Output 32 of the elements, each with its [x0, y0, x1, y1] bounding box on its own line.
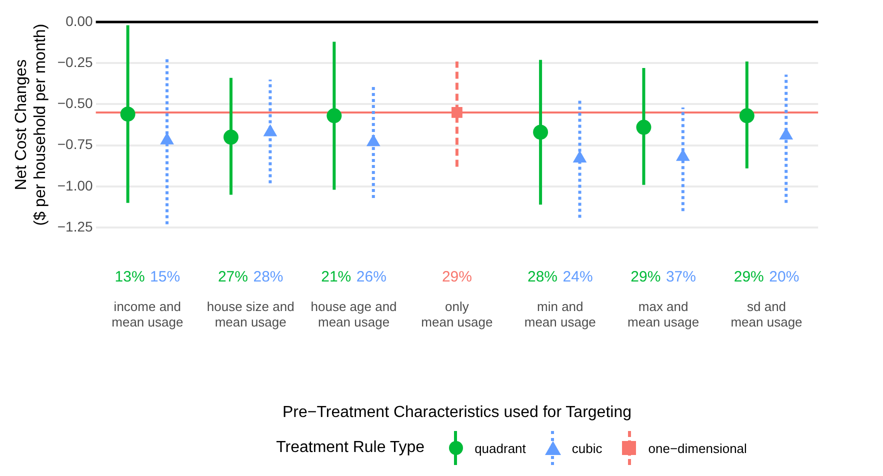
legend-label: one−dimensional [647, 440, 747, 458]
text: 15% [150, 268, 180, 286]
legend-title: Treatment Rule Type [276, 439, 425, 457]
x-tick-label: house age and mean usage [310, 298, 397, 330]
x-tick-label: only mean usage [421, 298, 493, 330]
text: 28% [253, 268, 284, 286]
x-tick-label: house size and mean usage [206, 298, 294, 330]
text: 20% [769, 268, 800, 286]
x-axis-title: Pre−Treatment Characteristics used for Targeting [282, 404, 632, 421]
text: 28% [527, 268, 558, 286]
text: 27% [218, 268, 248, 286]
text: 24% [562, 268, 593, 286]
text: 13% [114, 268, 145, 286]
text: 29% [734, 268, 764, 286]
x-tick-label: sd and mean usage [730, 298, 802, 330]
y-tick-label: −0.50 [57, 95, 94, 112]
x-tick-label: income and mean usage [112, 298, 184, 330]
x-tick-label: min and mean usage [524, 298, 596, 330]
text: 26% [356, 268, 386, 286]
text: 37% [666, 268, 696, 286]
text: 29% [630, 268, 661, 286]
legend-label: cubic [570, 440, 602, 458]
y-tick-label: 0.00 [66, 12, 94, 29]
x-tick-label: max and mean usage [628, 298, 700, 330]
y-tick-label: −1.00 [57, 177, 94, 194]
text: 21% [321, 268, 352, 286]
y-tick-label: −1.25 [57, 218, 94, 234]
y-axis-title: Net Cost Changes ($ per household per month) [13, 24, 50, 226]
y-tick-label: −0.75 [57, 136, 94, 152]
text: 29% [442, 268, 472, 286]
legend-label: quadrant [474, 440, 526, 458]
y-tick-label: −0.25 [57, 54, 94, 70]
